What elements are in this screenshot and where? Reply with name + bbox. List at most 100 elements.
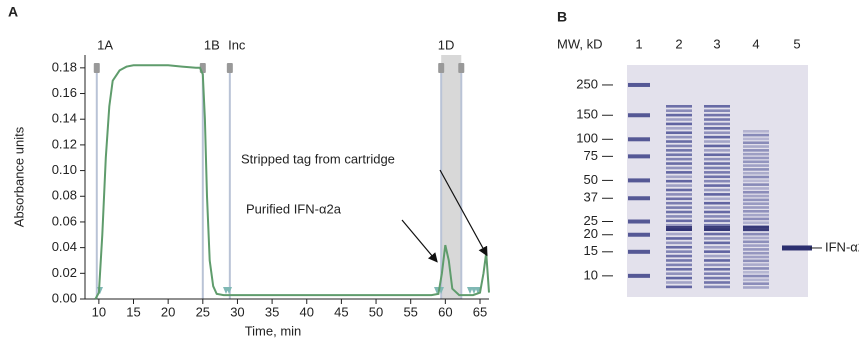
protein-band (666, 131, 692, 134)
protein-band (743, 187, 769, 190)
x-axis-label: Time, min (245, 323, 302, 338)
protein-band (666, 184, 692, 187)
protein-band (666, 140, 692, 143)
lane-label: 4 (752, 36, 759, 51)
protein-band (666, 211, 692, 214)
x-tick-label: 55 (403, 304, 417, 319)
protein-band (743, 199, 769, 202)
protein-band (666, 167, 692, 170)
protein-band (743, 206, 769, 209)
protein-band (743, 191, 769, 194)
protein-band (743, 130, 769, 133)
protein-band (743, 195, 769, 198)
protein-band (666, 281, 692, 284)
protein-band (666, 237, 692, 240)
protein-band (666, 175, 692, 178)
protein-band (666, 145, 692, 148)
protein-band (666, 277, 692, 280)
protein-band (666, 202, 692, 205)
x-tick-label: 10 (92, 304, 106, 319)
protein-band (704, 149, 730, 152)
fraction-label: 1D (438, 37, 455, 52)
protein-band (704, 281, 730, 284)
protein-band (704, 250, 730, 253)
y-tick-label: 0.02 (52, 265, 77, 280)
protein-band (704, 286, 730, 289)
protein-band (704, 109, 730, 112)
protein-band (743, 248, 769, 251)
annotation: Purified IFN-α2a (246, 201, 342, 216)
protein-band (743, 134, 769, 137)
ladder-band (628, 250, 650, 254)
marker-cap (438, 63, 444, 73)
protein-band (666, 264, 692, 267)
protein-band (743, 157, 769, 160)
protein-band (743, 240, 769, 243)
protein-band (743, 271, 769, 274)
protein-band (743, 233, 769, 236)
protein-band (666, 180, 692, 183)
y-tick-label: 250 (576, 76, 598, 91)
protein-band (704, 255, 730, 258)
lane-label: 3 (713, 36, 720, 51)
protein-band (704, 118, 730, 121)
protein-band (704, 145, 730, 148)
annotation-arrow (402, 220, 437, 262)
protein-band (666, 123, 692, 126)
y-tick-label: 150 (576, 107, 598, 122)
protein-band (666, 250, 692, 253)
protein-band (666, 233, 692, 236)
protein-band (666, 118, 692, 121)
marker-cap (458, 63, 464, 73)
protein-band (743, 282, 769, 285)
protein-band (704, 202, 730, 205)
protein-band (743, 218, 769, 221)
protein-band (743, 202, 769, 205)
protein-band (666, 136, 692, 139)
y-tick-label: 37 (584, 190, 598, 205)
protein-band (666, 242, 692, 245)
y-tick-label: 15 (584, 243, 598, 258)
protein-band (743, 263, 769, 266)
protein-band (704, 114, 730, 117)
protein-band (666, 206, 692, 209)
protein-band (743, 252, 769, 255)
protein-band (704, 215, 730, 218)
protein-band (704, 131, 730, 134)
y-tick-label: 0.04 (52, 239, 77, 254)
lane-label: 2 (675, 36, 682, 51)
protein-band (743, 183, 769, 186)
protein-band (743, 256, 769, 259)
protein-band (666, 286, 692, 289)
protein-band (704, 277, 730, 280)
protein-band (704, 193, 730, 196)
protein-band (704, 140, 730, 143)
band-label: IFN-α2a (825, 239, 859, 254)
protein-band (666, 193, 692, 196)
protein-band (666, 259, 692, 262)
protein-band (743, 260, 769, 263)
protein-band (743, 244, 769, 247)
x-tick-label: 30 (230, 304, 244, 319)
protein-band (704, 237, 730, 240)
panel-label: A (8, 4, 18, 20)
x-tick-label: 60 (438, 304, 452, 319)
absorbance-line (95, 65, 489, 299)
protein-band (743, 210, 769, 213)
protein-band (704, 136, 730, 139)
protein-band (704, 264, 730, 267)
y-tick-label: 0.18 (52, 59, 77, 74)
y-tick-label: 75 (584, 148, 598, 163)
ladder-band (628, 220, 650, 224)
protein-band (704, 189, 730, 192)
protein-band (666, 105, 692, 108)
protein-band (743, 226, 769, 231)
ladder-band (628, 83, 650, 87)
protein-band (666, 189, 692, 192)
protein-band (743, 160, 769, 163)
marker-cap (227, 63, 233, 73)
y-tick-label: 0.08 (52, 188, 77, 203)
protein-band (743, 164, 769, 167)
protein-band (704, 220, 730, 223)
x-tick-label: 45 (334, 304, 348, 319)
